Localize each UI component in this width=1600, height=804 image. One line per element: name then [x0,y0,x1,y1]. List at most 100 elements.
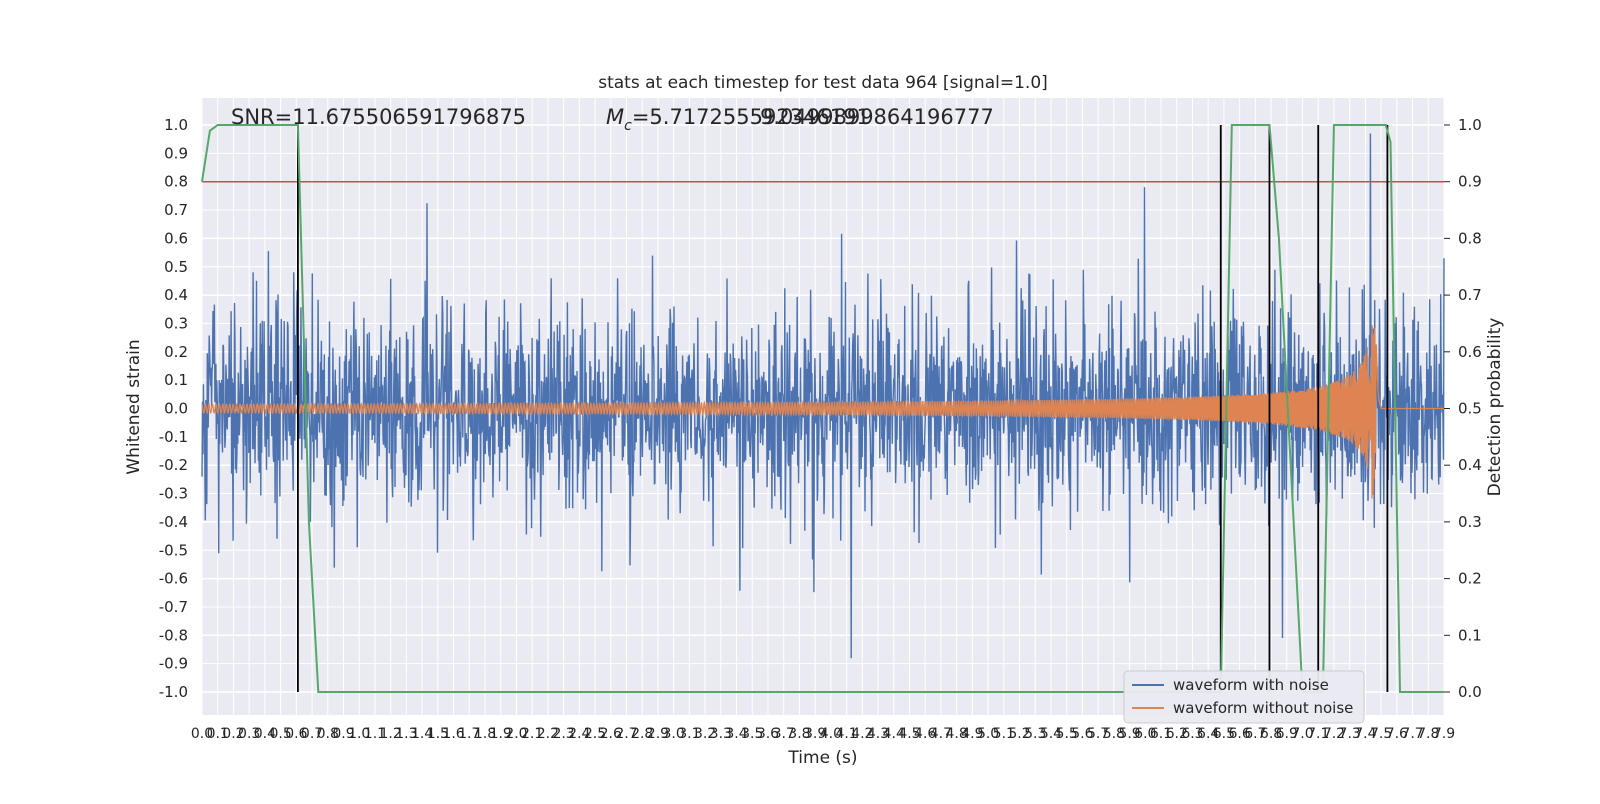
x-tick-label: 2.4 [568,726,590,742]
x-tick-label: 6.7 [1244,726,1266,742]
x-tick-label: 0.3 [238,726,260,742]
x-axis: 0.00.10.20.30.40.50.60.70.80.91.01.11.21… [191,726,1455,742]
x-tick-label: 7.8 [1417,726,1439,742]
x-tick-label: 4.8 [946,726,968,742]
y-tick-label: 0.8 [164,173,188,191]
x-tick-label: 4.7 [930,726,952,742]
y-tick-label: 0.9 [164,144,188,162]
x-tick-label: 6.1 [1150,726,1172,742]
x-axis-label: Time (s) [787,748,857,768]
y-tick-label: -0.1 [159,428,188,446]
x-tick-label: 2.2 [537,726,559,742]
y-tick-label: 0.1 [164,371,188,389]
x-tick-label: 2.0 [505,726,527,742]
x-tick-label: 7.0 [1291,726,1313,742]
chirp-mass-annotation: Mc=5.717255592346191 [606,105,870,134]
y-tick-label: -0.5 [159,541,188,559]
y2-tick-label: 1.0 [1458,116,1482,134]
x-tick-label: 6.8 [1260,726,1282,742]
x-tick-label: 1.1 [364,726,386,742]
chirp-mass-value: =5.717255592346191 [632,105,870,129]
x-tick-label: 5.4 [1040,726,1062,742]
x-tick-label: 5.9 [1118,726,1140,742]
x-tick-label: 4.1 [835,726,857,742]
y-tick-label: -0.7 [159,598,188,616]
y-tick-label: -1.0 [159,683,188,701]
x-tick-label: 4.6 [914,726,936,742]
y2-tick-label: 0.3 [1458,513,1482,531]
x-tick-label: 3.4 [725,726,747,742]
x-tick-label: 2.1 [521,726,543,742]
y2-tick-label: 0.4 [1458,456,1482,474]
chirp-mass-subscript: c [624,118,632,134]
x-tick-label: 7.5 [1370,726,1392,742]
y2-tick-label: 0.0 [1458,683,1482,701]
x-tick-label: 2.5 [584,726,606,742]
y-tick-label: 0.7 [164,201,188,219]
y-axis-left: 1.0 0.9 0.8 0.7 0.6 0.5 0.4 0.3 0.2 0.1 0.0 -0.1 -0.… [159,116,188,701]
x-tick-label: 7.4 [1354,726,1376,742]
x-tick-label: 1.2 [380,726,402,742]
x-tick-label: 4.0 [820,726,842,742]
legend-label-noise: waveform with noise [1173,676,1329,694]
y2-tick-label: 0.1 [1458,626,1482,644]
y-tick-label: 0.0 [164,400,188,418]
detection-probability-line [201,124,1444,693]
y-tick-label: 0.4 [164,286,188,304]
y-axis-right: 1.0 0.9 0.8 0.7 0.6 0.5 0.4 0.3 0.2 0.1 0.0 [1444,116,1482,701]
x-tick-label: 2.8 [631,726,653,742]
series-waveform-with-noise [201,133,1445,659]
x-tick-label: 3.5 [741,726,763,742]
y-tick-label: -0.6 [159,570,188,588]
x-tick-label: 2.9 [647,726,669,742]
waveform-without-noise-line [201,325,1444,499]
x-tick-label: 4.9 [961,726,983,742]
x-tick-label: 5.0 [977,726,999,742]
x-tick-label: 3.9 [804,726,826,742]
y-tick-label: -0.2 [159,456,188,474]
x-tick-label: 1.5 [427,726,449,742]
x-tick-label: 4.5 [898,726,920,742]
x-tick-label: 6.9 [1276,726,1298,742]
x-tick-label: 7.6 [1386,726,1408,742]
x-tick-label: 1.6 [442,726,464,742]
x-tick-label: 6.5 [1213,726,1235,742]
x-tick-label: 3.8 [788,726,810,742]
x-tick-label: 4.2 [851,726,873,742]
x-tick-label: 0.7 [301,726,323,742]
legend-box [1123,670,1365,724]
detection-markers [297,125,1389,692]
y-tick-label: 0.3 [164,314,188,332]
chirp-mass-symbol: M [606,105,624,129]
y-tick-label: -0.4 [159,513,188,531]
series-detection-probability [201,124,1444,693]
waveform-with-noise-line [201,133,1445,659]
x-tick-label: 5.1 [993,726,1015,742]
x-tick-label: 1.8 [474,726,496,742]
y2-axis-label: Detection probability [1485,318,1505,497]
chart-title: stats at each timestep for test data 964… [598,73,1048,93]
x-tick-label: 2.6 [600,726,622,742]
x-tick-label: 1.9 [490,726,512,742]
y2-tick-label: 0.6 [1458,343,1482,361]
y2-tick-label: 0.9 [1458,173,1482,191]
x-tick-label: 7.9 [1433,726,1455,742]
x-tick-label: 4.4 [883,726,905,742]
snr-annotation: SNR=11.675506591796875 [231,105,526,129]
y-tick-label: -0.8 [159,626,188,644]
x-tick-label: 3.6 [757,726,779,742]
y-tick-label: 1.0 [164,116,188,134]
x-tick-label: 6.4 [1197,726,1219,742]
x-tick-label: 0.4 [254,726,276,742]
x-tick-label: 5.3 [1024,726,1046,742]
x-tick-label: 3.0 [663,726,685,742]
x-tick-label: 5.6 [1071,726,1093,742]
x-tick-label: 6.6 [1228,726,1250,742]
y-tick-label: 0.6 [164,229,188,247]
legend-label-clean: waveform without noise [1173,699,1353,717]
x-tick-label: 1.4 [411,726,433,742]
x-tick-label: 2.3 [552,726,574,742]
x-tick-label: 0.0 [191,726,213,742]
